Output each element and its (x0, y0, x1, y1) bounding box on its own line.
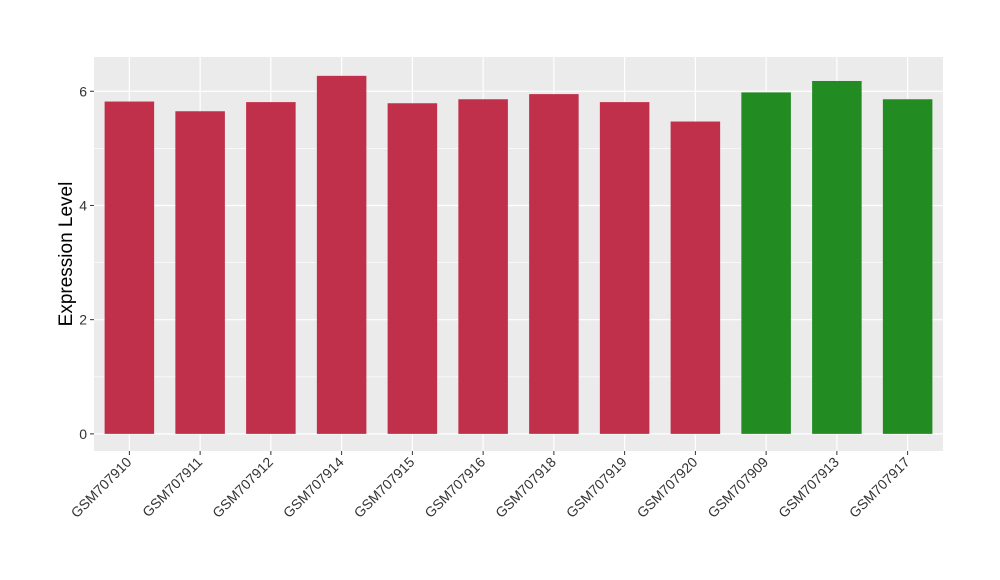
x-tick-label: GSM707917 (846, 454, 913, 521)
y-axis: 0 2 4 6 (79, 83, 94, 442)
bar (670, 121, 721, 434)
x-tick-label: GSM707918 (492, 454, 559, 521)
bar (529, 94, 579, 434)
bar (812, 80, 862, 434)
x-tick-label: GSM707919 (563, 454, 630, 521)
bar (387, 103, 438, 434)
x-tick-label: GSM707916 (421, 454, 488, 521)
x-tick-label: GSM707914 (280, 454, 347, 521)
x-tick-label: GSM707910 (68, 454, 135, 521)
y-tick-label: 4 (79, 197, 87, 213)
bars (104, 75, 933, 434)
bar (882, 99, 933, 434)
y-axis-title: Expression Level (56, 182, 77, 327)
x-axis: GSM707910 GSM707911 GSM707912 GSM707914 GSM7… (68, 451, 913, 521)
bar (175, 111, 225, 434)
x-tick-label: GSM707915 (351, 454, 418, 521)
x-tick-label: GSM707909 (704, 454, 771, 521)
x-tick-label: GSM707911 (139, 454, 205, 520)
x-tick-label: GSM707920 (634, 454, 701, 521)
x-tick-label: GSM707912 (209, 454, 276, 521)
y-tick-label: 6 (79, 83, 87, 99)
bar (104, 101, 155, 434)
x-tick-label: GSM707913 (775, 454, 842, 521)
bar (458, 99, 508, 434)
minor-gridlines (94, 148, 943, 378)
plot-panel (94, 57, 943, 451)
bar (316, 75, 367, 434)
bar (741, 92, 791, 434)
y-tick-label: 2 (79, 312, 87, 328)
y-tick-label: 0 (79, 426, 87, 442)
bar (599, 102, 650, 434)
bar (246, 102, 296, 434)
